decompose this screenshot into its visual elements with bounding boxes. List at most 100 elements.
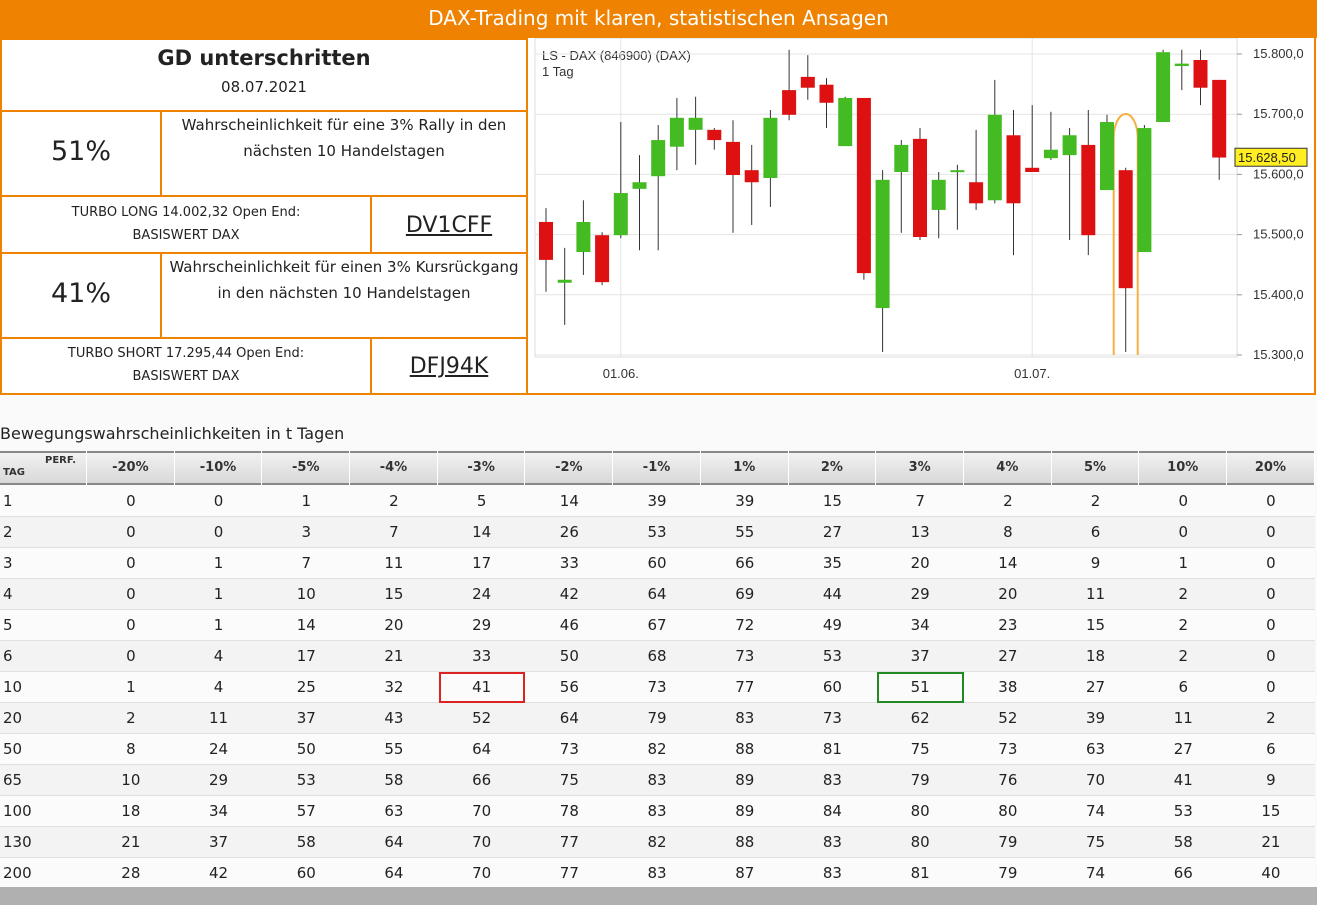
candle-body — [1118, 170, 1133, 289]
table-cell: 77 — [559, 833, 579, 851]
candle-body — [838, 97, 853, 147]
table-cell: 43 — [384, 709, 404, 727]
long-text: Wahrscheinlichkeit für eine 3% Rally in … — [162, 112, 526, 197]
page-header: DAX-Trading mit klaren, statistischen An… — [0, 0, 1317, 38]
table-cell: 50 — [559, 647, 579, 665]
row-tag: 6 — [3, 647, 13, 665]
chart-panel: LS - DAX (846900) (DAX) 1 Tag 15.300,0 15… — [528, 37, 1316, 395]
table-cell: 9 — [1266, 771, 1276, 789]
column-header: -4% — [350, 451, 438, 485]
table-cell: 58 — [384, 771, 404, 789]
candle-body — [669, 117, 684, 147]
candle-body — [819, 84, 834, 103]
table-cell: 67 — [647, 616, 667, 634]
table-cell: 68 — [647, 647, 667, 665]
row-tag: 65 — [3, 771, 23, 789]
table-cell: 11 — [384, 554, 404, 572]
candle-body — [856, 97, 871, 274]
table-cell: 25 — [296, 678, 316, 696]
candle-body — [894, 144, 909, 172]
table-cell: 28 — [121, 864, 141, 882]
table-cell: 73 — [998, 740, 1018, 758]
table-cell: 5 — [476, 492, 487, 510]
row-tag: 5 — [3, 616, 13, 634]
table-cell: 75 — [910, 740, 930, 758]
row-tag: 3 — [3, 554, 13, 572]
table-cell: 6 — [1178, 678, 1188, 696]
candle-body — [539, 221, 553, 260]
table-cell: 24 — [472, 585, 492, 603]
signal-date: 08.07.2021 — [221, 78, 307, 96]
table-cell: 1 — [213, 616, 224, 634]
table-cell: 66 — [735, 554, 755, 572]
table-cell: 83 — [822, 771, 842, 789]
text-line: BASISWERT DAX — [132, 228, 240, 243]
short-code-link[interactable]: DFJ94K — [409, 354, 489, 379]
table-cell: 57 — [296, 802, 316, 820]
table-cell: 56 — [559, 678, 579, 696]
signal-box: GD unterschritten 08.07.2021 — [2, 40, 526, 112]
row-tag: 130 — [3, 833, 32, 851]
highlight-arc — [1112, 113, 1139, 355]
long-code-link[interactable]: DV1CFF — [405, 213, 493, 238]
cell-highlight — [877, 672, 964, 703]
table-cell: 37 — [910, 647, 930, 665]
table-cell: 7 — [389, 523, 399, 541]
cell-highlight — [438, 672, 526, 703]
signal-panel: GD unterschritten 08.07.2021 51% Wahrsch… — [0, 38, 528, 395]
row-tag: 20 — [3, 709, 23, 727]
table-cell: 53 — [647, 523, 667, 541]
table-cell: 75 — [1085, 833, 1106, 851]
table-cell: 9 — [1090, 554, 1101, 572]
table-cell: 23 — [998, 616, 1018, 634]
table-cell: 1 — [213, 554, 224, 572]
column-header: -10% — [175, 451, 263, 485]
table-cell: 0 — [126, 554, 136, 572]
short-code-box: DFJ94K — [372, 339, 526, 393]
table-cell: 0 — [1266, 616, 1276, 634]
column-header: -20% — [87, 451, 175, 485]
table-cell: 41 — [1173, 771, 1193, 789]
long-product: TURBO LONG 14.002,32 Open End: BASISWERT… — [2, 197, 372, 254]
column-header: 5% — [1052, 451, 1140, 485]
table-cell: 14 — [998, 554, 1018, 572]
candle-body — [726, 141, 740, 176]
table-cell: 83 — [647, 802, 667, 820]
table-row — [0, 517, 1315, 548]
table-cell: 80 — [998, 802, 1018, 820]
table-cell: 8 — [126, 740, 136, 758]
y-tick-label: 15.500,0 — [1253, 227, 1304, 242]
table-cell: 64 — [559, 709, 579, 727]
x-tick-label: 01.07. — [1014, 366, 1050, 381]
table-cell: 53 — [1173, 802, 1193, 820]
table-cell: 79 — [998, 864, 1018, 882]
table-cell: 11 — [1173, 709, 1193, 727]
column-header: 4% — [964, 451, 1052, 485]
column-header: 10% — [1139, 451, 1228, 485]
table-cell: 42 — [559, 585, 579, 603]
table-cell: 40 — [1261, 864, 1281, 882]
short-product: TURBO SHORT 17.295,44 Open End: BASISWER… — [2, 339, 372, 393]
candle-body — [744, 170, 759, 183]
table-row — [0, 610, 1315, 641]
table-cell: 27 — [1173, 740, 1193, 758]
table-cell: 53 — [822, 647, 842, 665]
candle-body — [632, 182, 647, 189]
table-cell: 79 — [998, 833, 1018, 851]
table-cell: 2 — [1266, 709, 1276, 727]
candle-body — [595, 235, 610, 283]
candle-body — [613, 193, 628, 236]
table-cell: 82 — [647, 740, 667, 758]
table-cell: 2 — [126, 709, 136, 727]
table-cell: 75 — [559, 771, 579, 789]
text-line: BASISWERT DAX — [132, 369, 240, 384]
column-header: 1% — [701, 451, 789, 485]
table-cell: 81 — [822, 740, 842, 758]
table-cell: 17 — [472, 554, 492, 572]
row-tag: 10 — [3, 678, 23, 696]
table-cell: 52 — [998, 709, 1018, 727]
table-cell: 53 — [296, 771, 316, 789]
text-line: in den nächsten 10 Handelstagen — [217, 284, 471, 302]
table-cell: 0 — [1266, 492, 1276, 510]
